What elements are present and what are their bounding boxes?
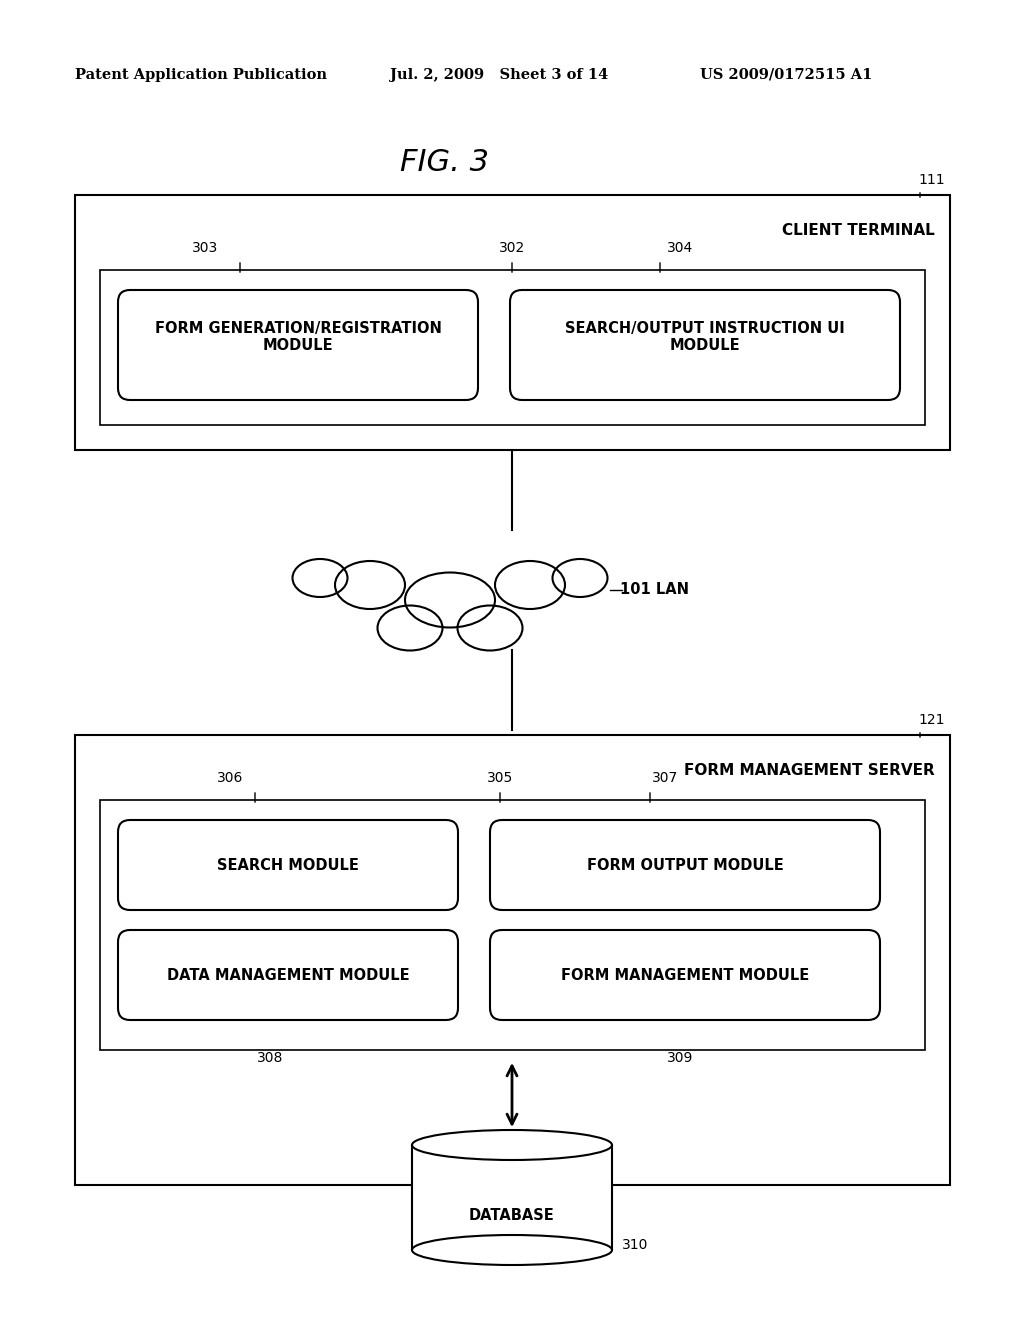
Ellipse shape — [412, 1130, 612, 1160]
Bar — [75, 195, 950, 450]
Text: FIG. 3: FIG. 3 — [400, 148, 489, 177]
Text: FORM GENERATION/REGISTRATION
MODULE: FORM GENERATION/REGISTRATION MODULE — [155, 321, 441, 354]
FancyBboxPatch shape — [118, 931, 458, 1020]
Ellipse shape — [553, 558, 607, 597]
Text: 303: 303 — [191, 242, 218, 255]
Text: 304: 304 — [667, 242, 693, 255]
Text: 111: 111 — [919, 173, 945, 187]
FancyBboxPatch shape — [118, 820, 458, 909]
Text: FORM MANAGEMENT SERVER: FORM MANAGEMENT SERVER — [684, 763, 935, 777]
FancyBboxPatch shape — [118, 290, 478, 400]
Text: Patent Application Publication: Patent Application Publication — [75, 69, 327, 82]
Ellipse shape — [378, 606, 442, 651]
FancyBboxPatch shape — [490, 931, 880, 1020]
Text: 302: 302 — [499, 242, 525, 255]
Text: Jul. 2, 2009   Sheet 3 of 14: Jul. 2, 2009 Sheet 3 of 14 — [390, 69, 608, 82]
Text: DATA MANAGEMENT MODULE: DATA MANAGEMENT MODULE — [167, 968, 410, 982]
Text: US 2009/0172515 A1: US 2009/0172515 A1 — [700, 69, 872, 82]
Text: DATABASE: DATABASE — [469, 1208, 555, 1222]
Ellipse shape — [458, 606, 522, 651]
Bar — [412, 1144, 612, 1250]
Ellipse shape — [335, 561, 406, 609]
Ellipse shape — [495, 561, 565, 609]
Text: 121: 121 — [919, 713, 945, 727]
Bar — [100, 271, 925, 425]
Ellipse shape — [293, 558, 347, 597]
Ellipse shape — [406, 573, 495, 627]
FancyBboxPatch shape — [510, 290, 900, 400]
Text: 308: 308 — [257, 1051, 284, 1065]
Bar — [75, 735, 950, 1185]
Text: 307: 307 — [652, 771, 678, 785]
FancyBboxPatch shape — [490, 820, 880, 909]
Text: FORM OUTPUT MODULE: FORM OUTPUT MODULE — [587, 858, 783, 873]
Text: 309: 309 — [667, 1051, 693, 1065]
Text: 305: 305 — [486, 771, 513, 785]
Text: SEARCH/OUTPUT INSTRUCTION UI
MODULE: SEARCH/OUTPUT INSTRUCTION UI MODULE — [565, 321, 845, 354]
Text: 306: 306 — [217, 771, 243, 785]
Text: CLIENT TERMINAL: CLIENT TERMINAL — [782, 223, 935, 238]
Text: FORM MANAGEMENT MODULE: FORM MANAGEMENT MODULE — [561, 968, 809, 982]
Bar — [100, 800, 925, 1049]
Text: SEARCH MODULE: SEARCH MODULE — [217, 858, 359, 873]
Ellipse shape — [412, 1236, 612, 1265]
Text: 101 LAN: 101 LAN — [620, 582, 689, 598]
Text: 310: 310 — [622, 1238, 648, 1251]
